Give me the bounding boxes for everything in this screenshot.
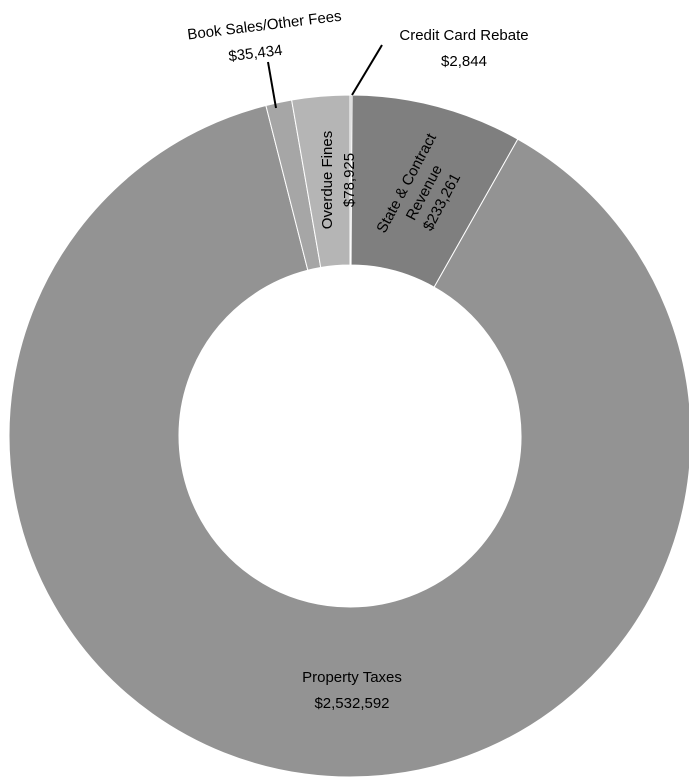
- label-credit-card-value: $2,844: [441, 53, 487, 70]
- leader-line-credit-card: [351, 44, 383, 96]
- label-overdue-name: Overdue Fines: [319, 131, 336, 229]
- label-overdue-value: $78,925: [341, 153, 358, 207]
- slice-overdue-fines: [291, 94, 351, 269]
- label-property-taxes-value: $2,532,592: [314, 695, 389, 712]
- slices-group: [8, 94, 689, 778]
- label-book-sales-value: $35,434: [228, 42, 284, 65]
- leader-line-book-sales: [267, 61, 277, 109]
- label-property-taxes-name: Property Taxes: [302, 669, 402, 686]
- label-book-sales-name: Book Sales/Other Fees: [186, 8, 342, 44]
- label-overdue-group: Overdue Fines $78,925: [319, 131, 358, 229]
- label-credit-card-name: Credit Card Rebate: [399, 27, 528, 44]
- slice-property-taxes: [8, 104, 689, 778]
